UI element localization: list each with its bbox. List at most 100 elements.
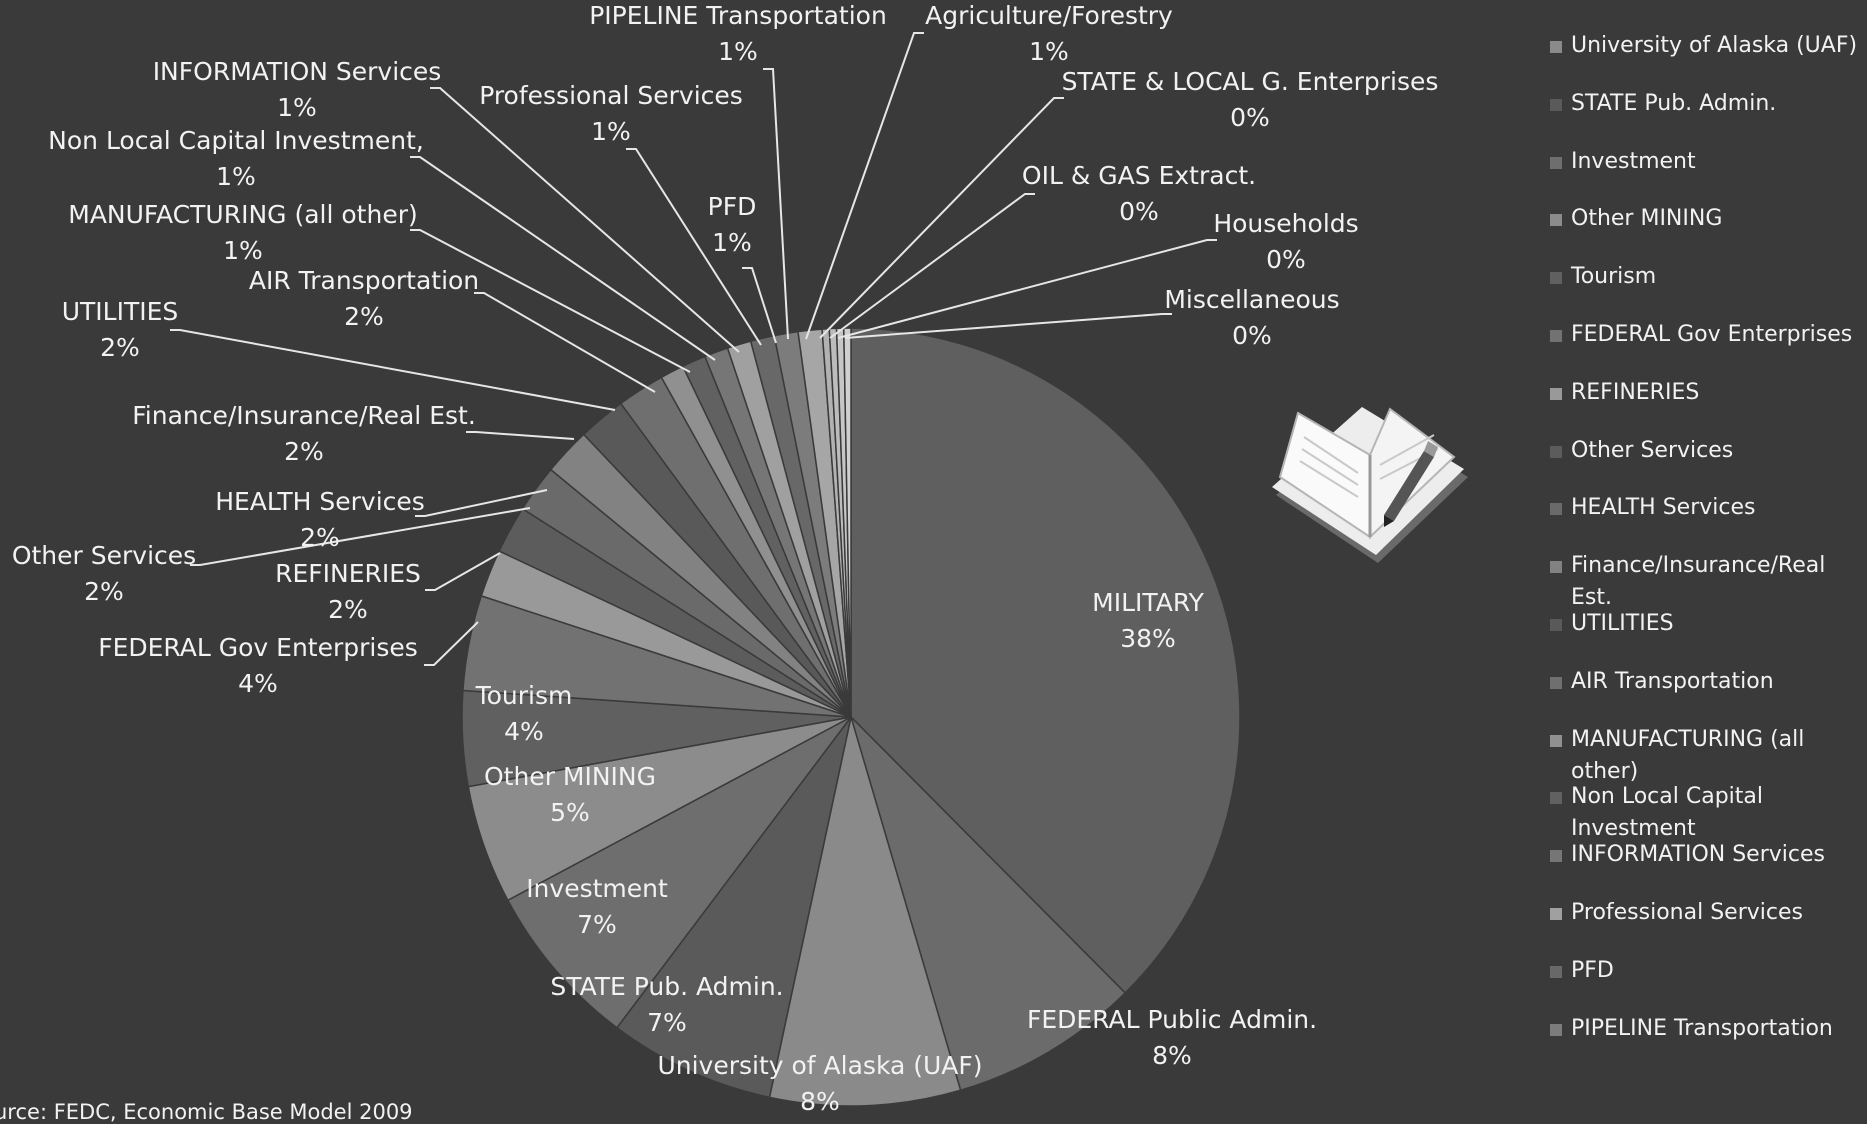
legend-swatch xyxy=(1550,41,1562,53)
legend-swatch xyxy=(1550,676,1562,689)
slice-label-name: PIPELINE Transportation xyxy=(589,1,887,30)
legend-swatch xyxy=(1550,98,1562,111)
legend-item: University of Alaska (UAF) xyxy=(1545,30,1865,62)
slice-label-name: INFORMATION Services xyxy=(153,57,442,86)
slice-label-name: University of Alaska (UAF) xyxy=(657,1051,982,1080)
slice-label: Other Services 2% xyxy=(12,541,196,606)
slice-label-name: FEDERAL Gov Enterprises xyxy=(98,633,418,662)
slice-label: Investment 7% xyxy=(526,874,668,939)
legend-label: Tourism xyxy=(1571,264,1657,290)
legend-label: Finance/Insurance/Real Est. xyxy=(1571,553,1826,611)
leader-lines xyxy=(170,32,1217,666)
pie-slice-federal-public-admin xyxy=(850,716,1127,1092)
legend-item: Finance/Insurance/Real Est. xyxy=(1545,550,1865,614)
slice-label: STATE & LOCAL G. Enterprises 0% xyxy=(1062,67,1439,132)
leader-line xyxy=(763,68,789,340)
slice-label-value: 2% xyxy=(328,595,368,624)
leader-line xyxy=(474,292,656,393)
leader-line xyxy=(410,156,716,361)
slice-label-name: AIR Transportation xyxy=(249,266,479,295)
slice-label-name: Professional Services xyxy=(479,81,743,110)
slice-label-value: 2% xyxy=(84,577,124,606)
slice-label-name: Agriculture/Forestry xyxy=(925,1,1173,30)
slice-labels: MILITARY 38%FEDERAL Public Admin. 8%Univer… xyxy=(12,1,1439,1116)
slice-label: Miscellaneous 0% xyxy=(1164,285,1339,350)
leader-line xyxy=(626,148,762,346)
leader-line xyxy=(742,267,777,344)
slice-label-name: Non Local Capital Investment, xyxy=(48,126,424,155)
slice-label: FEDERAL Public Admin. 8% xyxy=(1027,1005,1317,1070)
slice-label-name: Miscellaneous xyxy=(1164,285,1339,314)
leader-line xyxy=(829,193,1035,339)
legend-swatch xyxy=(1550,387,1562,400)
leader-line xyxy=(424,621,479,666)
legend-label: Other MINING xyxy=(1571,206,1723,232)
legend-label: AIR Transportation xyxy=(1571,668,1774,694)
legend-swatch xyxy=(1550,330,1562,342)
pie-slice-university-of-alaska-uaf xyxy=(768,716,962,1107)
legend-swatch xyxy=(1550,965,1562,978)
slice-label-value: 2% xyxy=(284,437,324,466)
legend-item: HEALTH Services xyxy=(1545,492,1865,524)
legend-swatch xyxy=(1550,561,1562,574)
slice-label-name: STATE & LOCAL G. Enterprises xyxy=(1062,67,1439,96)
legend-label: FEDERAL Gov Enterprises xyxy=(1571,322,1853,347)
legend-item: UTILITIES xyxy=(1545,608,1865,640)
slice-label-value: 2% xyxy=(100,333,140,362)
slice-label: HEALTH Services 2% xyxy=(215,487,425,552)
legend-item: PIPELINE Transportation xyxy=(1545,1013,1865,1045)
slice-label-name: PFD xyxy=(708,192,757,221)
legend-swatch xyxy=(1550,445,1562,458)
legend-swatch xyxy=(1550,214,1562,227)
slice-label-name: Investment xyxy=(526,874,668,903)
pie-slice-military xyxy=(850,327,1241,994)
slice-label-name: UTILITIES xyxy=(62,297,179,326)
legend-label: Professional Services xyxy=(1571,900,1803,925)
leader-line xyxy=(430,87,740,353)
slice-label-value: 1% xyxy=(712,228,752,257)
legend-swatch xyxy=(1550,619,1562,631)
slice-label: AIR Transportation 2% xyxy=(249,266,479,331)
slice-label-value: 0% xyxy=(1230,103,1270,132)
legend-label: MANUFACTURING (all other) xyxy=(1571,726,1805,784)
slice-label-value: 4% xyxy=(238,669,278,698)
slice-label-name: HEALTH Services xyxy=(215,487,425,516)
slice-label-name: MILITARY xyxy=(1092,588,1204,617)
pie-slice-investment xyxy=(506,716,852,1029)
slice-label: Households 0% xyxy=(1213,209,1358,274)
legend-label: Non Local Capital Investment xyxy=(1571,784,1764,842)
legend-item: Other MINING xyxy=(1545,203,1865,235)
slice-label: Professional Services 1% xyxy=(479,81,743,146)
legend-item: PFD xyxy=(1545,955,1865,987)
pie-slice-state-pub-admin xyxy=(615,716,852,1099)
leader-line xyxy=(805,32,924,340)
slice-label-name: FEDERAL Public Admin. xyxy=(1027,1005,1317,1034)
slice-label-value: 5% xyxy=(550,798,590,827)
slice-label-name: Households xyxy=(1213,209,1358,238)
slice-label-value: 0% xyxy=(1119,197,1159,226)
slice-label-value: 1% xyxy=(591,117,631,146)
slice-label: Tourism 4% xyxy=(475,681,573,746)
slice-label-value: 1% xyxy=(277,93,317,122)
source-note: urce: FEDC, Economic Base Model 2009 xyxy=(0,1100,413,1124)
slice-label-name: REFINERIES xyxy=(275,559,421,588)
legend-label: Other Services xyxy=(1571,437,1734,463)
legend-label: REFINERIES xyxy=(1571,379,1700,405)
legend-swatch xyxy=(1550,792,1562,805)
legend-label: Investment xyxy=(1571,148,1696,174)
leader-line xyxy=(425,552,501,591)
legend-label: University of Alaska (UAF) xyxy=(1571,33,1858,58)
legend-item: AIR Transportation xyxy=(1545,666,1865,698)
legend-item: REFINERIES xyxy=(1545,377,1865,409)
legend-label: INFORMATION Services xyxy=(1571,842,1825,868)
slice-label-name: MANUFACTURING (all other) xyxy=(68,200,417,229)
legend-item: Other Services xyxy=(1545,435,1865,467)
slice-label: PIPELINE Transportation 1% xyxy=(589,1,887,66)
slice-label-value: 7% xyxy=(577,910,617,939)
slice-label-value: 1% xyxy=(1029,37,1069,66)
legend-item: INFORMATION Services xyxy=(1545,839,1865,871)
slice-label-value: 2% xyxy=(300,523,340,552)
slice-label: University of Alaska (UAF) 8% xyxy=(657,1051,982,1116)
legend-swatch xyxy=(1550,734,1562,747)
slice-label-value: 1% xyxy=(223,236,263,265)
